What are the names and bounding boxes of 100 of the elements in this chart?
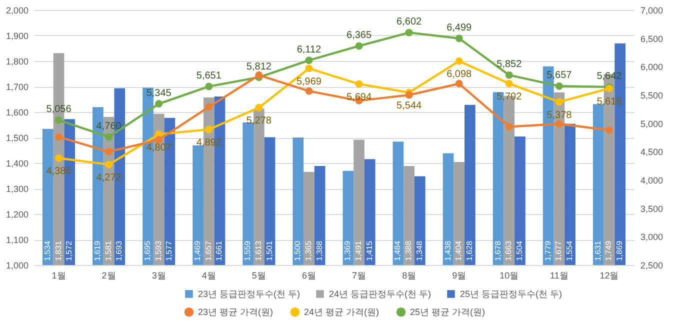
point xyxy=(305,56,313,64)
y2-tick-label: 6,000 xyxy=(640,62,664,72)
x-tick-label: 10월 xyxy=(500,270,519,280)
data-label: 1,534 xyxy=(42,240,52,261)
data-label: 5,278 xyxy=(246,116,272,127)
data-label: 6,499 xyxy=(446,22,472,34)
data-label: 1,559 xyxy=(243,240,252,261)
x-tick-label: 6월 xyxy=(302,270,316,280)
point xyxy=(255,71,263,79)
data-label: 1,693 xyxy=(114,240,124,261)
y-tick-label: 1,900 xyxy=(6,31,28,41)
data-label: 1,663 xyxy=(504,240,514,261)
data-label: 1,869 xyxy=(615,240,624,261)
x-tick-label: 8월 xyxy=(402,270,416,280)
legend-label: 24년 등급판정두수(천 두) xyxy=(329,289,432,299)
data-label: 5,852 xyxy=(496,59,522,70)
data-label: 5,812 xyxy=(246,61,272,72)
point xyxy=(455,57,463,65)
data-label: 1,831 xyxy=(54,240,63,261)
point xyxy=(55,116,63,124)
data-label: 6,112 xyxy=(296,44,322,56)
point xyxy=(105,160,113,168)
y2-tick-label: 5,500 xyxy=(640,90,664,100)
legend-label: 25년 등급판정두수(천 두) xyxy=(460,289,562,299)
point xyxy=(355,42,363,50)
data-label: 1,388 xyxy=(404,240,414,261)
x-tick-label: 4월 xyxy=(202,270,216,280)
y2-tick-label: 2,500 xyxy=(640,260,664,270)
data-label: 4,272 xyxy=(96,172,122,184)
legend-label: 25년 평균 가격(원) xyxy=(410,307,486,318)
data-label: 1,438 xyxy=(443,240,452,261)
data-label: 1,415 xyxy=(364,240,374,261)
y2-tick-label: 4,500 xyxy=(640,147,664,158)
point xyxy=(555,120,563,128)
data-label: 1,484 xyxy=(393,240,402,261)
point xyxy=(355,80,363,88)
data-label: 1,695 xyxy=(143,240,152,261)
point xyxy=(455,80,463,88)
data-label: 1,678 xyxy=(493,240,502,261)
data-label: 5,544 xyxy=(396,100,422,112)
data-label: 6,365 xyxy=(346,30,372,41)
point xyxy=(405,91,413,99)
y2-tick-label: 3,000 xyxy=(640,232,664,242)
data-label: 5,378 xyxy=(546,110,572,121)
point xyxy=(505,80,513,88)
y2-tick-label: 5,000 xyxy=(640,118,664,129)
data-label: 1,491 xyxy=(354,240,364,261)
data-label: 1,631 xyxy=(593,240,602,261)
point xyxy=(155,136,163,144)
data-label: 1,628 xyxy=(464,240,474,261)
data-label: 1,469 xyxy=(193,240,202,261)
x-tick-label: 5월 xyxy=(252,270,266,280)
point xyxy=(305,64,313,72)
data-label: 1,388 xyxy=(314,240,324,261)
x-tick-label: 12월 xyxy=(600,270,619,280)
data-label: 1,661 xyxy=(214,240,224,261)
y2-tick-label: 3,500 xyxy=(640,204,664,214)
data-label: 5,642 xyxy=(596,70,622,82)
y-tick-label: 1,000 xyxy=(6,260,28,270)
data-label: 1,581 xyxy=(104,240,113,261)
y2-tick-label: 4,000 xyxy=(640,176,664,186)
data-label: 4,892 xyxy=(196,137,222,148)
y-tick-label: 1,300 xyxy=(6,184,28,194)
data-label: 1,572 xyxy=(64,240,74,261)
data-label: 1,404 xyxy=(454,240,464,261)
data-label: 4,807 xyxy=(146,142,172,154)
data-label: 5,651 xyxy=(196,70,222,82)
y-tick-label: 1,400 xyxy=(6,158,28,168)
point xyxy=(55,133,63,141)
x-tick-label: 3월 xyxy=(152,270,166,280)
data-label: 1,657 xyxy=(204,240,213,261)
x-tick-label: 11월 xyxy=(550,270,568,280)
data-label: 1,554 xyxy=(565,240,574,261)
data-label: 1,593 xyxy=(154,240,163,261)
data-label: 5,969 xyxy=(296,76,322,88)
data-label: 4,386 xyxy=(46,166,72,178)
data-label: 1,779 xyxy=(543,240,552,261)
y2-tick-label: 7,000 xyxy=(640,6,664,16)
point xyxy=(55,154,63,162)
point xyxy=(605,126,613,134)
point xyxy=(405,28,413,36)
point xyxy=(205,82,213,90)
legend-label: 23년 등급판정두수(천 두) xyxy=(198,289,300,299)
point xyxy=(505,123,513,130)
y-tick-label: 2,000 xyxy=(6,6,28,16)
point xyxy=(455,34,463,42)
x-tick-label: 7월 xyxy=(352,270,366,280)
point xyxy=(255,104,263,112)
y-tick-label: 1,200 xyxy=(6,210,28,220)
data-label: 1,677 xyxy=(554,240,564,261)
point xyxy=(105,148,113,156)
y-tick-label: 1,100 xyxy=(6,235,28,245)
data-label: 1,369 xyxy=(343,240,352,261)
data-label: 1,501 xyxy=(264,240,274,261)
data-label: 1,500 xyxy=(293,240,302,261)
data-label: 1,749 xyxy=(604,240,614,261)
y-tick-label: 1,800 xyxy=(6,56,28,66)
x-tick-label: 9월 xyxy=(452,270,466,280)
data-label: 5,616 xyxy=(596,96,622,108)
data-label: 1,619 xyxy=(92,240,102,261)
